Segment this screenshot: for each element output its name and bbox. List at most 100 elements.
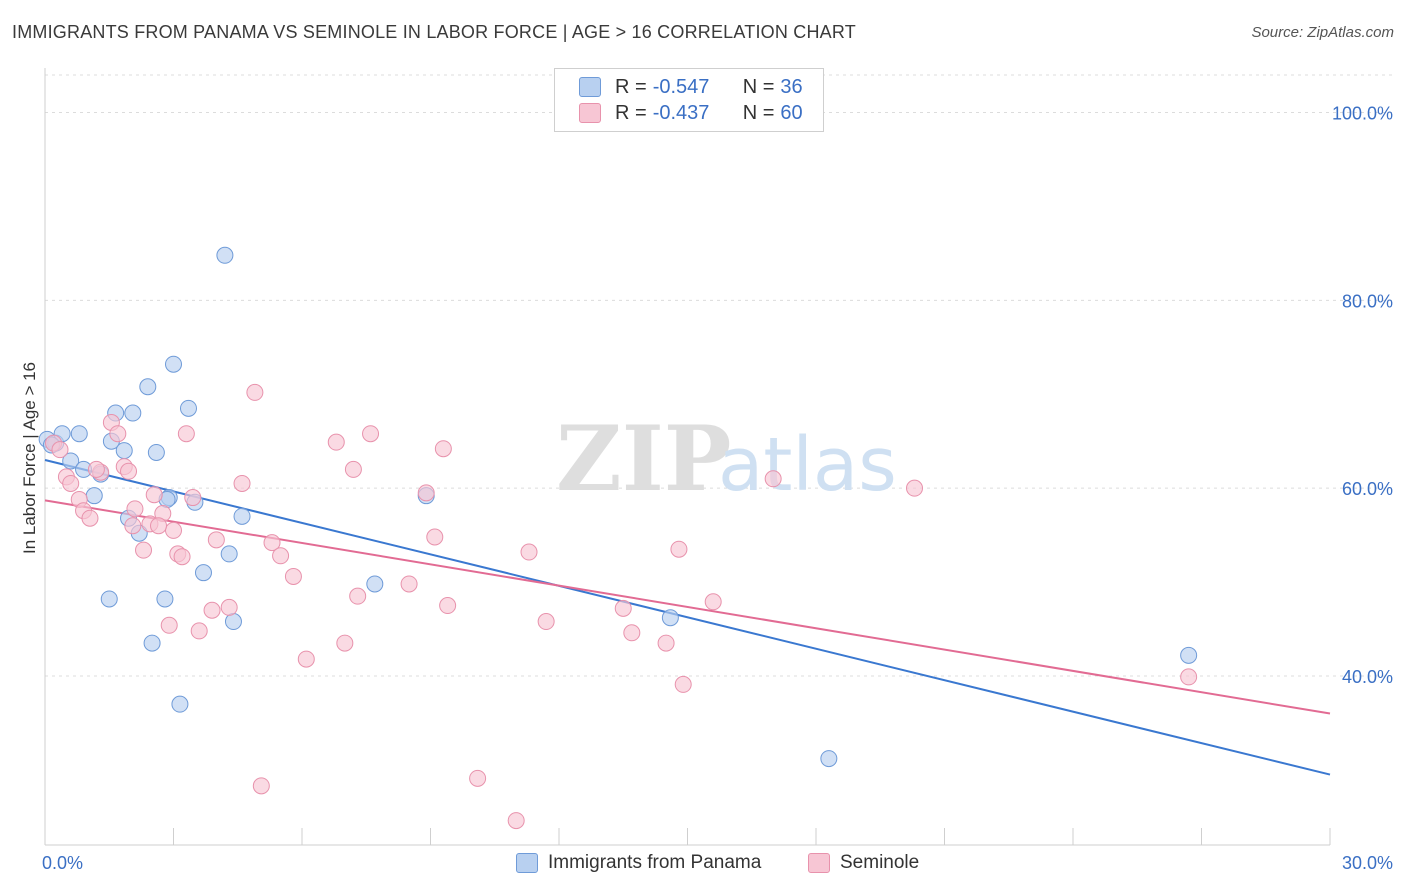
watermark-zip: ZIP xyxy=(556,406,731,512)
x-tick-label: 30.0% xyxy=(1342,853,1393,873)
point-seminole xyxy=(124,517,142,535)
data-points xyxy=(38,246,1198,830)
point-seminole xyxy=(362,425,380,443)
point-seminole xyxy=(81,509,99,527)
y-tick-label: 80.0% xyxy=(1342,291,1393,311)
point-seminole xyxy=(190,622,208,640)
series-legend: Immigrants from Panama Seminole xyxy=(0,852,1406,878)
point-panama xyxy=(820,750,838,768)
point-seminole xyxy=(537,613,555,631)
point-seminole xyxy=(906,479,924,497)
point-panama xyxy=(70,425,88,443)
tick-labels: 40.0% 60.0% 80.0% 100.0% 0.0% 30.0% xyxy=(42,104,1393,873)
point-seminole xyxy=(469,769,487,787)
watermark-atlas: atlas xyxy=(718,422,897,508)
point-seminole xyxy=(670,540,688,558)
correlation-legend: R = -0.547 N = 36 R = -0.437 N = 60 xyxy=(554,68,824,132)
legend-label-panama: Immigrants from Panama xyxy=(548,852,762,873)
point-seminole xyxy=(1180,668,1198,686)
point-seminole xyxy=(284,567,302,585)
point-seminole xyxy=(51,441,69,459)
y-tick-label: 40.0% xyxy=(1342,667,1393,687)
point-seminole xyxy=(426,528,444,546)
legend-swatch-pink xyxy=(808,853,830,873)
point-panama xyxy=(147,443,165,461)
point-seminole xyxy=(400,575,418,593)
point-seminole xyxy=(263,534,281,552)
point-panama xyxy=(171,695,189,713)
point-panama xyxy=(1180,646,1198,664)
legend-r-value: -0.437 xyxy=(652,101,710,124)
legend-row-seminole: R = -0.437 N = 60 xyxy=(579,101,803,125)
y-tick-label: 100.0% xyxy=(1332,104,1393,124)
chart-title: IMMIGRANTS FROM PANAMA VS SEMINOLE IN LA… xyxy=(12,22,856,42)
point-seminole xyxy=(173,548,191,566)
legend-n-value: 60 xyxy=(780,101,803,124)
legend-n-label: N = xyxy=(742,101,775,124)
chart-source: Source: ZipAtlas.com xyxy=(1251,24,1394,41)
point-panama xyxy=(156,590,174,608)
point-seminole xyxy=(349,587,367,605)
axes xyxy=(44,68,1331,846)
point-seminole xyxy=(233,474,251,492)
point-seminole xyxy=(417,484,435,502)
trendline-seminole xyxy=(44,499,1331,715)
point-panama xyxy=(143,634,161,652)
point-panama xyxy=(179,399,197,417)
point-seminole xyxy=(177,425,195,443)
point-seminole xyxy=(203,601,221,619)
point-seminole xyxy=(434,440,452,458)
point-panama xyxy=(62,452,80,470)
point-panama xyxy=(233,507,251,525)
gridlines xyxy=(45,74,1395,677)
point-seminole xyxy=(657,634,675,652)
point-panama xyxy=(115,442,133,460)
point-seminole xyxy=(62,474,80,492)
point-seminole xyxy=(704,593,722,611)
legend-swatch-blue xyxy=(516,853,538,873)
trendline-panama xyxy=(44,459,1331,776)
point-seminole xyxy=(674,675,692,693)
legend-r-label: R = xyxy=(615,75,647,98)
legend-label-seminole: Seminole xyxy=(840,852,920,873)
point-seminole xyxy=(126,500,144,518)
point-seminole xyxy=(614,599,632,617)
legend-r-label: R = xyxy=(615,101,647,124)
point-seminole xyxy=(145,486,163,504)
point-seminole xyxy=(87,460,105,478)
y-tick-label: 60.0% xyxy=(1342,479,1393,499)
legend-n-label: N = xyxy=(742,75,775,98)
point-seminole xyxy=(272,547,290,565)
point-seminole xyxy=(297,650,315,668)
legend-swatch-blue xyxy=(579,77,601,97)
point-panama xyxy=(366,575,384,593)
point-seminole xyxy=(252,777,270,795)
point-panama xyxy=(100,590,118,608)
point-panama xyxy=(194,564,212,582)
point-seminole xyxy=(507,812,525,830)
legend-row-panama: R = -0.547 N = 36 xyxy=(579,75,803,99)
legend-item-panama[interactable]: Immigrants from Panama xyxy=(516,852,761,874)
legend-n-value: 36 xyxy=(780,75,803,98)
point-seminole xyxy=(336,634,354,652)
point-panama xyxy=(220,545,238,563)
point-panama xyxy=(661,609,679,627)
point-seminole xyxy=(344,460,362,478)
point-seminole xyxy=(150,517,168,535)
point-seminole xyxy=(160,616,178,634)
point-seminole xyxy=(184,489,202,507)
point-seminole xyxy=(439,597,457,615)
point-panama xyxy=(216,246,234,264)
point-seminole xyxy=(207,531,225,549)
legend-item-seminole[interactable]: Seminole xyxy=(808,852,919,874)
point-panama xyxy=(139,378,157,396)
legend-swatch-pink xyxy=(579,103,601,123)
point-panama xyxy=(124,404,142,422)
point-panama xyxy=(165,355,182,373)
point-seminole xyxy=(120,462,138,480)
point-seminole xyxy=(623,624,641,642)
trendlines xyxy=(44,459,1331,776)
point-panama xyxy=(85,487,103,505)
